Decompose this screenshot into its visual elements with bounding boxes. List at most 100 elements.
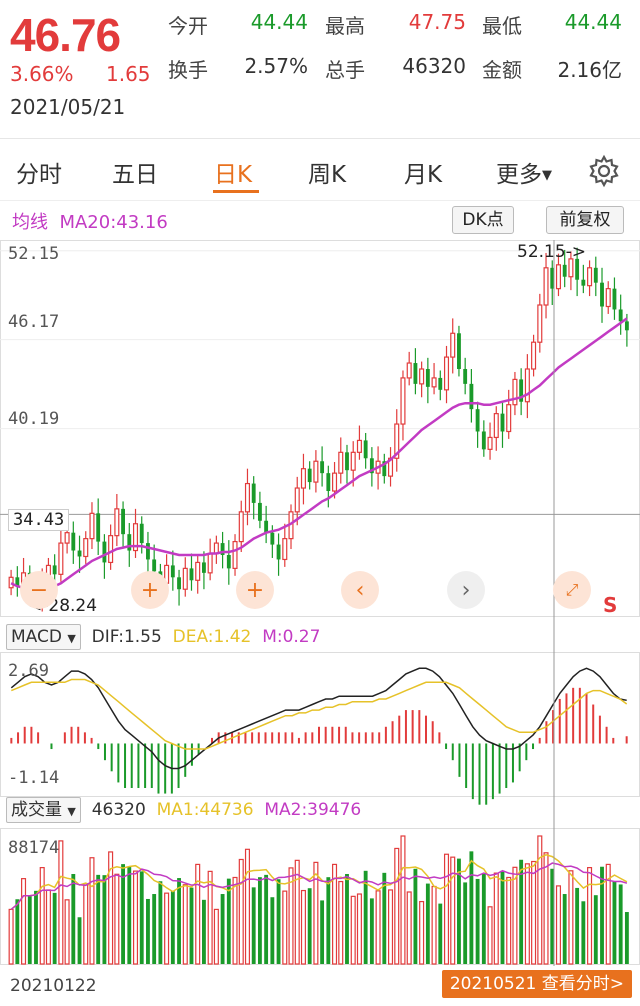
candle-body (300, 468, 306, 489)
volume-bar (438, 903, 443, 964)
tab-more-label: 更多 (496, 162, 542, 188)
amount-label: 金额 (482, 58, 522, 82)
tab-monthly-k[interactable]: 月K (404, 162, 443, 188)
candle-body (369, 458, 374, 474)
scroll-left-button[interactable]: ‹ (341, 571, 379, 609)
volume-bar (58, 840, 64, 965)
max-price-marker: 52.15-> (517, 242, 587, 262)
candle-body (443, 356, 450, 391)
scroll-right-button[interactable]: › (447, 571, 485, 609)
candle-body (400, 377, 406, 425)
candle-body (139, 523, 144, 544)
tab-more[interactable]: 更多▼ (496, 155, 552, 189)
ma-legend: 均线 MA20:43.16 (12, 208, 168, 234)
volume-bar (581, 901, 586, 964)
candle-body (481, 431, 486, 450)
volume-value: 46320 (91, 800, 146, 820)
volume-bar (463, 882, 468, 964)
volume-bar (487, 906, 493, 965)
volume-bar (350, 895, 356, 965)
tab-intraday[interactable]: 分时 (16, 162, 62, 188)
volume-bar (375, 890, 381, 965)
plus-icon: + (245, 577, 265, 603)
candle-body (537, 304, 543, 343)
volume-bar (550, 868, 555, 964)
volume-bar (244, 848, 250, 965)
volume-bar (531, 860, 537, 965)
candle-body (177, 577, 181, 590)
candle-body (146, 543, 150, 560)
volume-bar (15, 899, 20, 964)
candle-body (506, 404, 512, 433)
dif-line (10, 667, 627, 770)
volume-bar (127, 867, 132, 964)
volume-ma2-line (10, 862, 628, 910)
volume-bar (500, 870, 505, 964)
volume-bar (506, 876, 512, 965)
candle-body (89, 512, 95, 540)
candle-body (58, 542, 64, 575)
volume-bar (400, 835, 406, 965)
volume-bar (481, 873, 486, 964)
candle-body (15, 577, 20, 587)
volume-bar (45, 889, 51, 965)
macd-selector[interactable]: MACD ▼ (6, 624, 81, 650)
volume-bar (96, 874, 101, 964)
tab-five-day[interactable]: 五日 (112, 162, 158, 188)
fullscreen-button[interactable]: ⤢ (553, 571, 591, 609)
candle-body (555, 264, 561, 290)
volume-bar (300, 889, 306, 965)
candle-body (294, 487, 300, 513)
caret-down-icon: ▼ (542, 168, 552, 183)
candle-body (350, 451, 356, 471)
change-percent: 3.66% (10, 62, 74, 86)
volume-bar (450, 856, 456, 965)
view-intraday-button[interactable]: 20210521 查看分时> (441, 970, 632, 998)
volume-bar (587, 867, 593, 965)
zoom-in-button[interactable]: + (131, 571, 169, 609)
candle-body (320, 461, 325, 474)
volume-bar (251, 887, 256, 964)
volume-bar (8, 908, 14, 965)
volume-bar (232, 876, 238, 965)
volume-bar (220, 894, 225, 964)
volume-bar (338, 880, 344, 965)
candle-body (413, 363, 418, 384)
volume-bar (257, 877, 262, 964)
forward-adjust-button[interactable]: 前复权 (546, 206, 624, 234)
add-indicator-button[interactable]: + (236, 571, 274, 609)
macd-legend: MACD ▼ DIF:1.55 DEA:1.42 M:0.27 (6, 624, 320, 650)
panel-border (0, 652, 640, 797)
volume-ma1-line (10, 854, 628, 910)
candle-body (244, 482, 250, 513)
volume-bar (213, 908, 219, 965)
volume-bar (270, 897, 275, 964)
candle-body (195, 561, 201, 581)
candle-body (624, 321, 629, 331)
crosshair-price-label: 34.43 (8, 509, 70, 531)
volume-bar (562, 894, 567, 964)
candle-body (332, 472, 338, 492)
volume-selector[interactable]: 成交量 ▼ (6, 797, 81, 823)
tab-daily-k[interactable]: 日K (214, 162, 253, 188)
sell-signal-marker: S (603, 593, 618, 617)
candle-body (127, 534, 132, 551)
candle-body (102, 541, 107, 563)
zoom-out-button[interactable]: − (20, 571, 58, 609)
tab-weekly-k[interactable]: 周K (308, 162, 347, 188)
candle-body (406, 362, 412, 379)
candle-body (593, 267, 598, 283)
candle-body (431, 377, 437, 388)
dk-point-button[interactable]: DK点 (452, 206, 514, 234)
macd-dea: DEA:1.42 (172, 627, 252, 647)
volume-bar (493, 872, 499, 965)
tab-divider (0, 200, 640, 201)
kline-chart[interactable] (0, 236, 640, 966)
candle-body (450, 332, 456, 358)
high-value: 47.75 (408, 10, 466, 34)
volume-bar (276, 879, 281, 964)
quote-date: 2021/05/21 (10, 95, 126, 119)
volume-bar (406, 891, 412, 965)
settings-gear-icon[interactable] (586, 153, 622, 189)
volume-legend: 成交量 ▼ 46320 MA1:44736 MA2:39476 (6, 797, 361, 823)
